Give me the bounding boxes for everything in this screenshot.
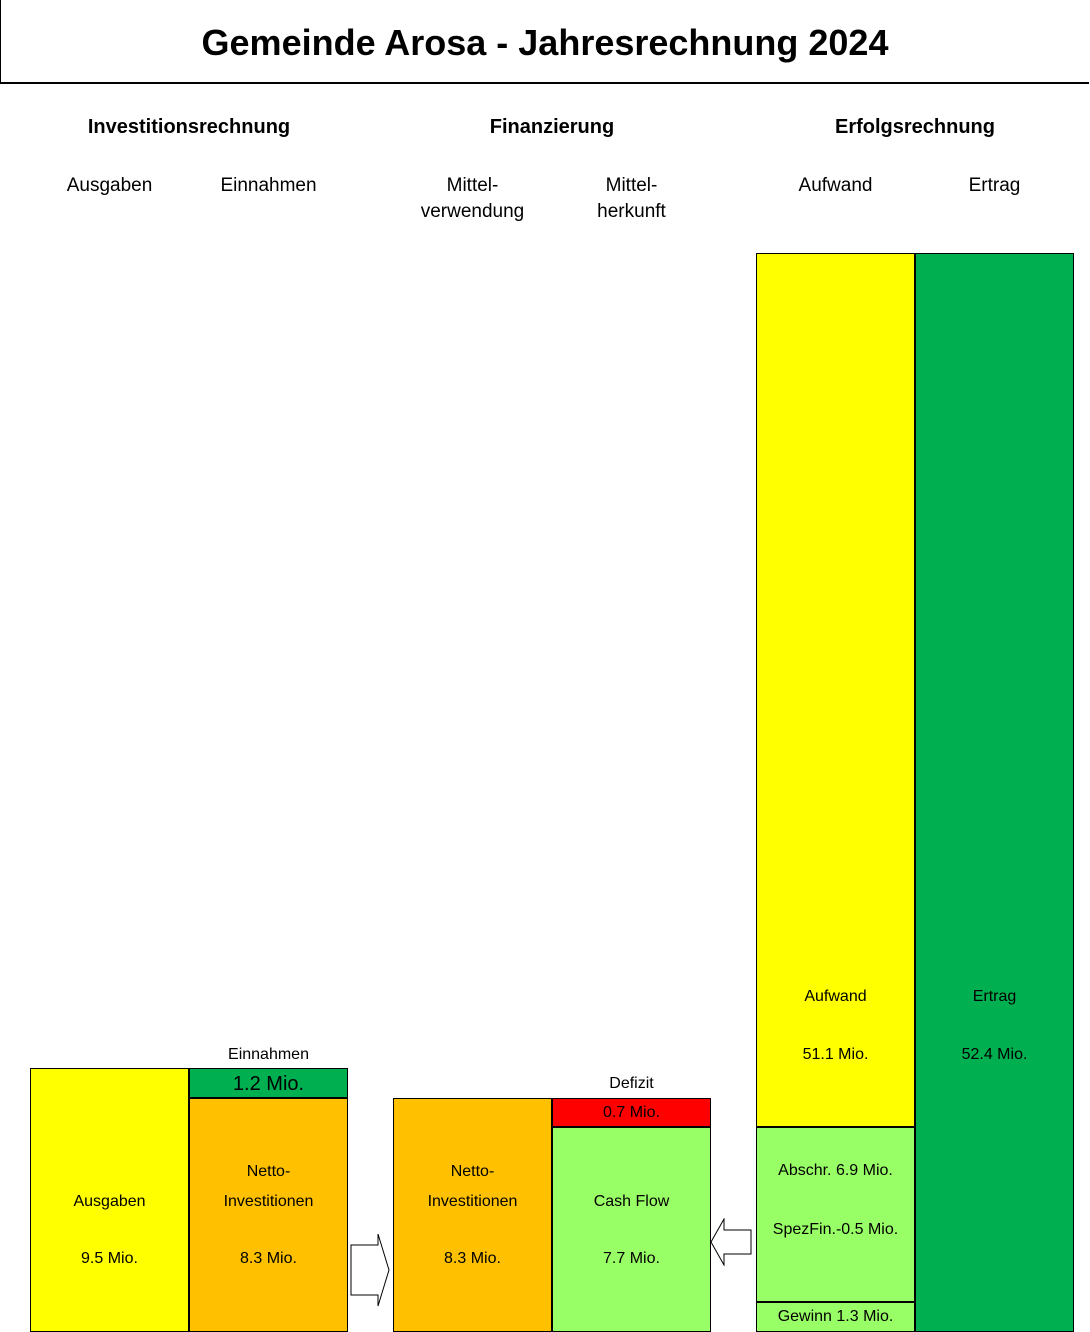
bar-segment-abschreibungen <box>756 1127 915 1302</box>
cash-flow-value: 7.7 Mio. <box>603 1250 660 1267</box>
spezfin-label: SpezFin.-0.5 Mio. <box>772 1221 899 1238</box>
netto-investitionen-value: 8.3 Mio. <box>240 1250 297 1267</box>
ausgaben-value: 9.5 Mio. <box>81 1250 138 1267</box>
bar-segment-netto-investitionen <box>189 1098 348 1332</box>
column-ausgaben: Ausgaben <box>66 175 153 196</box>
abschreibungen-label: Abschr. 6.9 Mio. <box>778 1162 893 1179</box>
ertrag-value: 52.4 Mio. <box>961 1046 1028 1063</box>
section-finanzierung: Finanzierung <box>489 116 615 138</box>
column-einnahmen: Einnahmen <box>220 175 317 196</box>
bar-segment-cash-flow <box>552 1127 711 1332</box>
arrow-left-icon <box>710 1218 752 1266</box>
einnahmen-caption: Einnahmen <box>228 1046 309 1063</box>
arrow-right-icon <box>350 1233 390 1307</box>
bar-segment-einnahmen <box>189 1068 348 1098</box>
bar-segment-defizit <box>552 1098 711 1127</box>
column-mittelherkunft: Mittel- herkunft <box>597 175 666 222</box>
chart-title: Gemeinde Arosa - Jahresrechnung 2024 <box>201 22 889 63</box>
column-aufwand: Aufwand <box>798 175 873 196</box>
defizit-value: 0.7 Mio. <box>603 1104 660 1121</box>
aufwand-label: Aufwand <box>804 988 867 1005</box>
bar-segment-aufwand <box>756 253 915 1127</box>
ertrag-label: Ertrag <box>972 988 1017 1005</box>
einnahmen-value: 1.2 Mio. <box>232 1073 305 1095</box>
bar-ertrag <box>915 253 1074 1332</box>
column-ertrag: Ertrag <box>968 175 1021 196</box>
column-mittelverwendung: Mittel- verwendung <box>420 175 525 222</box>
title-frame <box>0 0 1089 84</box>
defizit-caption: Defizit <box>609 1075 654 1092</box>
section-investitionsrechnung: Investitionsrechnung <box>87 116 291 138</box>
ausgaben-label: Ausgaben <box>73 1193 146 1210</box>
cash-flow-label: Cash Flow <box>593 1193 670 1210</box>
mittelverwendung-netto-value: 8.3 Mio. <box>444 1250 501 1267</box>
aufwand-value: 51.1 Mio. <box>802 1046 869 1063</box>
mittelverwendung-netto-label: Netto- Investitionen <box>427 1163 518 1210</box>
netto-investitionen-label: Netto- Investitionen <box>223 1163 314 1210</box>
bar-ausgaben <box>30 1068 189 1332</box>
section-erfolgsrechnung: Erfolgsrechnung <box>834 116 995 138</box>
gewinn-label: Gewinn 1.3 Mio. <box>777 1308 894 1325</box>
